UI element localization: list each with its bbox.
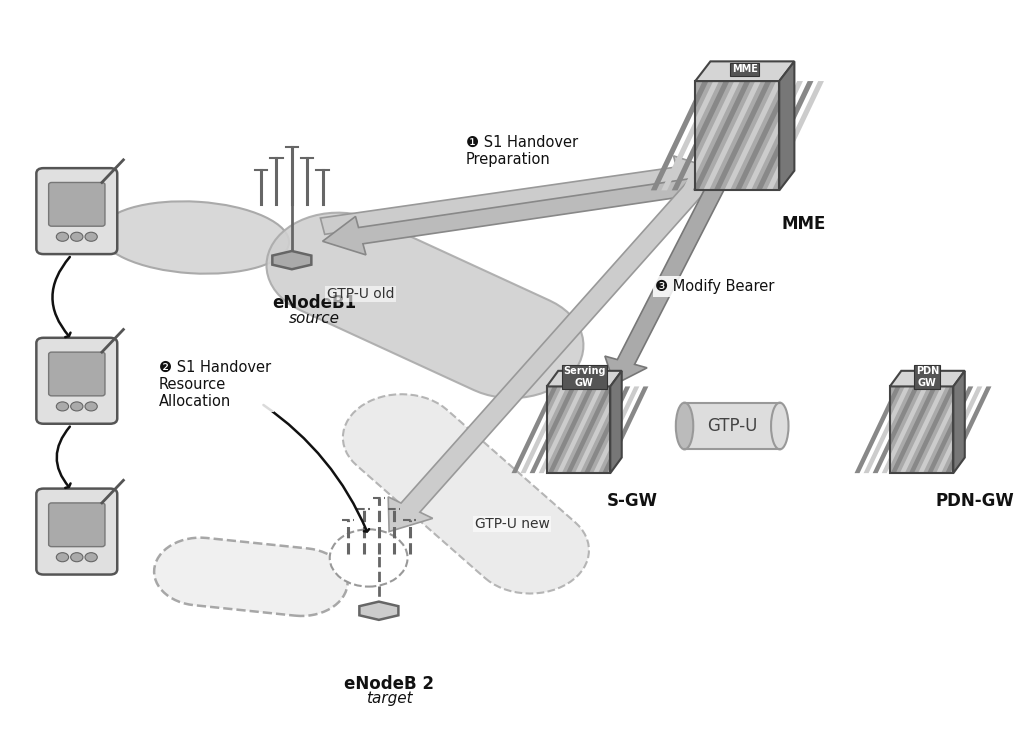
FancyBboxPatch shape <box>37 489 117 575</box>
Bar <box>547 387 610 474</box>
Text: ❸ Modify Bearer: ❸ Modify Bearer <box>655 279 775 294</box>
Text: S-GW: S-GW <box>606 492 657 510</box>
Text: eNodeB 2: eNodeB 2 <box>344 675 434 693</box>
Bar <box>890 387 953 474</box>
Polygon shape <box>602 387 648 474</box>
Circle shape <box>71 232 83 241</box>
Polygon shape <box>359 602 398 620</box>
Polygon shape <box>388 176 711 532</box>
Polygon shape <box>695 61 795 81</box>
Circle shape <box>56 553 69 562</box>
Polygon shape <box>529 387 575 474</box>
Polygon shape <box>321 156 717 234</box>
Text: GTP-U new: GTP-U new <box>474 517 550 531</box>
FancyBboxPatch shape <box>48 182 104 226</box>
Polygon shape <box>672 81 729 191</box>
Polygon shape <box>779 61 795 191</box>
Polygon shape <box>651 81 709 191</box>
Polygon shape <box>927 387 973 474</box>
Bar <box>695 81 779 191</box>
Polygon shape <box>605 182 725 385</box>
Circle shape <box>85 402 97 411</box>
Polygon shape <box>890 371 965 387</box>
Polygon shape <box>909 387 955 474</box>
Polygon shape <box>872 387 919 474</box>
Polygon shape <box>854 387 901 474</box>
Text: PDN
GW: PDN GW <box>915 366 939 388</box>
Polygon shape <box>610 371 622 474</box>
Polygon shape <box>662 81 719 191</box>
Polygon shape <box>945 387 991 474</box>
Text: ❷ S1 Handover
Resource
Allocation: ❷ S1 Handover Resource Allocation <box>159 360 270 409</box>
Polygon shape <box>724 81 782 191</box>
Circle shape <box>85 232 97 241</box>
Polygon shape <box>566 387 612 474</box>
FancyBboxPatch shape <box>48 503 104 547</box>
Polygon shape <box>745 81 803 191</box>
Circle shape <box>71 402 83 411</box>
Circle shape <box>56 402 69 411</box>
Polygon shape <box>891 387 937 474</box>
Ellipse shape <box>100 201 289 274</box>
Polygon shape <box>692 81 751 191</box>
Polygon shape <box>703 81 761 191</box>
Polygon shape <box>734 81 793 191</box>
Text: ❶ S1 Handover
Preparation: ❶ S1 Handover Preparation <box>466 135 578 167</box>
Polygon shape <box>919 387 965 474</box>
Polygon shape <box>863 387 909 474</box>
Circle shape <box>85 553 97 562</box>
Polygon shape <box>548 387 594 474</box>
Polygon shape <box>756 81 813 191</box>
Polygon shape <box>547 371 622 387</box>
Polygon shape <box>511 387 558 474</box>
Polygon shape <box>574 387 622 474</box>
Text: source: source <box>289 311 340 326</box>
Polygon shape <box>593 387 639 474</box>
Polygon shape <box>557 387 603 474</box>
Text: MME: MME <box>732 64 758 74</box>
Polygon shape <box>766 81 824 191</box>
Polygon shape <box>882 387 928 474</box>
Polygon shape <box>343 394 589 593</box>
Polygon shape <box>936 387 982 474</box>
Ellipse shape <box>771 403 788 449</box>
Polygon shape <box>900 387 946 474</box>
FancyBboxPatch shape <box>37 338 117 424</box>
Text: eNodeB1: eNodeB1 <box>272 294 356 312</box>
Polygon shape <box>714 81 771 191</box>
FancyBboxPatch shape <box>37 168 117 254</box>
Ellipse shape <box>676 403 693 449</box>
Polygon shape <box>266 213 584 398</box>
Circle shape <box>71 553 83 562</box>
Polygon shape <box>154 538 348 616</box>
Polygon shape <box>682 81 740 191</box>
Polygon shape <box>584 387 630 474</box>
Polygon shape <box>539 387 585 474</box>
Circle shape <box>330 529 408 587</box>
Circle shape <box>56 232 69 241</box>
Text: MME: MME <box>781 215 826 233</box>
Text: target: target <box>366 691 413 706</box>
Bar <box>890 387 953 474</box>
Polygon shape <box>520 387 566 474</box>
Bar <box>684 403 780 449</box>
Polygon shape <box>323 176 714 255</box>
Polygon shape <box>953 371 965 474</box>
Text: Serving
GW: Serving GW <box>563 366 605 388</box>
Polygon shape <box>272 251 311 269</box>
FancyBboxPatch shape <box>48 352 104 396</box>
Text: PDN-GW: PDN-GW <box>936 492 1014 510</box>
Text: GTP-U old: GTP-U old <box>327 287 394 301</box>
Bar <box>547 387 610 474</box>
Bar <box>695 81 779 191</box>
Text: GTP-U: GTP-U <box>707 417 758 435</box>
